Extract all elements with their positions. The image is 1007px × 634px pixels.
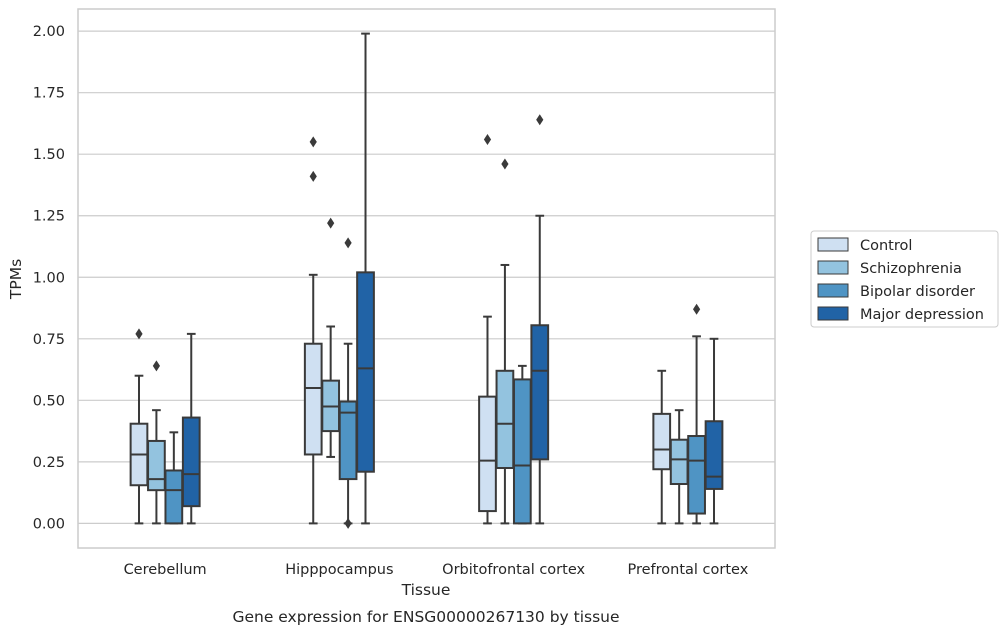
outlier-point xyxy=(135,328,143,340)
box-iqr xyxy=(147,439,166,492)
y-axis-ticks: 0.00 0.25 0.50 0.75 1.00 1.25 1.50 1.75 2.00 xyxy=(33,24,65,532)
box-schizophrenia-cerebellum xyxy=(147,360,166,525)
legend-label: Major depression xyxy=(860,307,984,323)
legend-item-major-depression: Major depression xyxy=(817,306,984,323)
x-axis-ticks: Cerebellum Hipppocampus Orbitofrontal cort… xyxy=(124,562,749,578)
box-major-depression-orbitofrontal-cortex xyxy=(530,114,550,525)
box-iqr xyxy=(652,412,672,471)
series-control xyxy=(129,133,672,525)
box-iqr xyxy=(530,324,550,461)
outlier-point xyxy=(309,170,317,182)
x-tick-label: Hipppocampus xyxy=(285,562,393,578)
outlier-point xyxy=(344,237,352,249)
y-tick-label: 1.25 xyxy=(33,209,65,225)
legend-swatch xyxy=(817,283,849,298)
y-tick-label: 0.50 xyxy=(33,393,65,409)
outlier-point xyxy=(309,136,317,148)
legend-frame xyxy=(810,230,999,328)
y-tick-label: 1.75 xyxy=(33,86,65,102)
box-control-prefrontal-cortex xyxy=(652,369,672,525)
y-tick-label: 0.25 xyxy=(33,455,65,471)
box-control-cerebellum xyxy=(129,328,149,525)
series-major-depression xyxy=(181,32,724,525)
y-tick-label: 2.00 xyxy=(33,24,65,40)
box-bipolar-disorder-orbitofrontal-cortex xyxy=(512,364,532,525)
box-bipolar-disorder-prefrontal-cortex xyxy=(687,303,706,525)
legend-item-schizophrenia: Schizophrenia xyxy=(817,260,962,277)
outlier-point xyxy=(501,158,509,170)
legend-item-control: Control xyxy=(817,237,912,254)
box-plot-series xyxy=(129,32,724,529)
outlier-point xyxy=(152,360,161,372)
box-bipolar-disorder-cerebellum xyxy=(164,431,184,525)
legend-swatch xyxy=(817,237,849,252)
series-schizophrenia xyxy=(147,158,689,525)
legend-label: Bipolar disorder xyxy=(860,284,975,300)
box-iqr xyxy=(495,369,515,470)
legend-label: Schizophrenia xyxy=(860,261,962,277)
box-iqr xyxy=(356,271,375,473)
box-schizophrenia-prefrontal-cortex xyxy=(669,409,689,525)
box-bipolar-disorder-hipppocampus xyxy=(338,237,358,529)
box-schizophrenia-orbitofrontal-cortex xyxy=(495,158,515,525)
box-schizophrenia-hipppocampus xyxy=(321,217,341,458)
box-iqr xyxy=(687,435,706,515)
box-major-depression-prefrontal-cortex xyxy=(704,337,724,525)
box-iqr xyxy=(669,438,689,486)
y-tick-label: 0.00 xyxy=(33,516,65,532)
box-iqr xyxy=(164,469,184,525)
box-control-hipppocampus xyxy=(303,136,323,525)
legend: Control Schizophrenia Bipolar disorder Majo… xyxy=(810,230,999,328)
y-axis-label: TPMs xyxy=(7,259,25,300)
outlier-point xyxy=(692,303,701,315)
outlier-point xyxy=(483,133,492,145)
plot-frame xyxy=(77,8,776,549)
box-iqr xyxy=(303,342,323,456)
outlier-point xyxy=(344,517,352,529)
legend-label: Control xyxy=(860,238,912,254)
x-tick-label: Orbitofrontal cortex xyxy=(442,562,585,578)
box-major-depression-hipppocampus xyxy=(356,32,375,525)
outlier-point xyxy=(327,217,335,229)
box-iqr xyxy=(704,420,724,490)
legend-item-bipolar-disorder: Bipolar disorder xyxy=(817,283,975,300)
x-tick-label: Cerebellum xyxy=(124,562,207,578)
chart-caption: Gene expression for ENSG00000267130 by t… xyxy=(232,608,619,626)
legend-swatch xyxy=(817,260,849,275)
series-bipolar-disorder xyxy=(164,237,706,529)
box-major-depression-cerebellum xyxy=(181,332,201,525)
outlier-point xyxy=(536,114,544,126)
y-tick-label: 0.75 xyxy=(33,332,65,348)
y-tick-label: 1.50 xyxy=(33,147,65,163)
box-iqr xyxy=(512,378,532,525)
x-tick-label: Prefrontal cortex xyxy=(627,562,748,578)
box-iqr xyxy=(478,395,497,513)
box-iqr xyxy=(181,416,201,508)
legend-swatch xyxy=(817,306,849,321)
box-control-orbitofrontal-cortex xyxy=(478,133,497,525)
y-tick-label: 1.00 xyxy=(33,270,65,286)
x-axis-label: Tissue xyxy=(401,581,451,599)
